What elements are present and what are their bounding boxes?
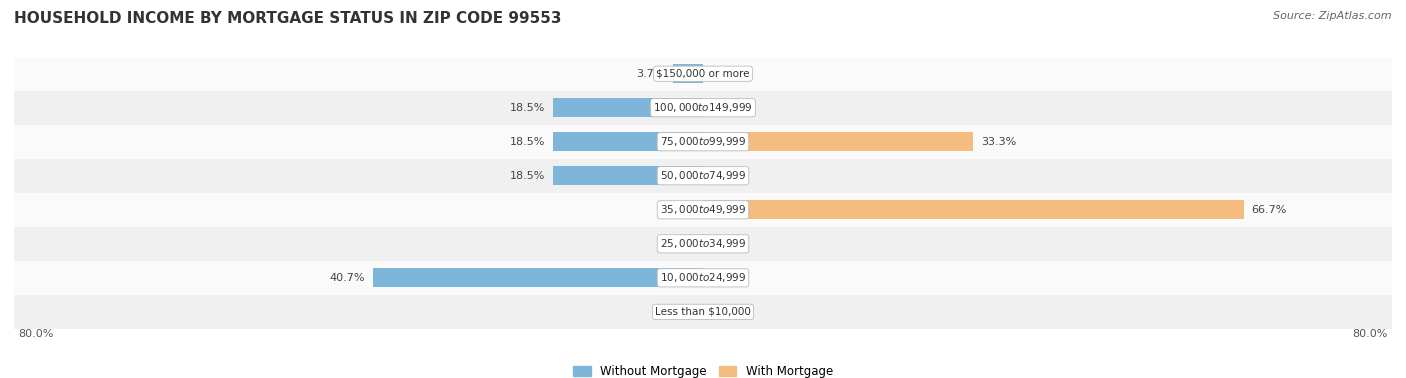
Text: 3.7%: 3.7% [637, 69, 665, 79]
Text: $75,000 to $99,999: $75,000 to $99,999 [659, 135, 747, 148]
Text: $10,000 to $24,999: $10,000 to $24,999 [659, 271, 747, 284]
Text: 0.0%: 0.0% [716, 273, 744, 283]
Bar [673, 64, 703, 83]
Text: $150,000 or more: $150,000 or more [657, 69, 749, 79]
Bar [14, 159, 1392, 193]
Text: 40.7%: 40.7% [329, 273, 366, 283]
Text: 0.0%: 0.0% [662, 205, 690, 215]
Text: 66.7%: 66.7% [1251, 205, 1286, 215]
Text: 0.0%: 0.0% [716, 69, 744, 79]
Bar [14, 295, 1392, 329]
Text: 0.0%: 0.0% [662, 307, 690, 317]
Text: Source: ZipAtlas.com: Source: ZipAtlas.com [1274, 11, 1392, 21]
Text: $25,000 to $34,999: $25,000 to $34,999 [659, 237, 747, 250]
Text: 80.0%: 80.0% [1353, 329, 1388, 339]
Text: Less than $10,000: Less than $10,000 [655, 307, 751, 317]
Bar [14, 261, 1392, 295]
Bar [14, 91, 1392, 125]
Bar [14, 125, 1392, 159]
Text: 0.0%: 0.0% [716, 171, 744, 181]
Text: 0.0%: 0.0% [662, 239, 690, 249]
Bar [373, 268, 703, 287]
Bar [703, 200, 1244, 219]
Text: 0.0%: 0.0% [716, 307, 744, 317]
Bar [553, 166, 703, 185]
Text: 0.0%: 0.0% [716, 103, 744, 113]
Text: $100,000 to $149,999: $100,000 to $149,999 [654, 101, 752, 114]
Text: 33.3%: 33.3% [981, 137, 1017, 147]
Bar [14, 227, 1392, 261]
Text: 18.5%: 18.5% [509, 103, 546, 113]
Bar [14, 57, 1392, 91]
Text: 80.0%: 80.0% [18, 329, 53, 339]
Text: $50,000 to $74,999: $50,000 to $74,999 [659, 169, 747, 182]
Legend: Without Mortgage, With Mortgage: Without Mortgage, With Mortgage [568, 360, 838, 378]
Text: $35,000 to $49,999: $35,000 to $49,999 [659, 203, 747, 216]
Text: 18.5%: 18.5% [509, 171, 546, 181]
Bar [703, 132, 973, 151]
Bar [14, 193, 1392, 227]
Text: 0.0%: 0.0% [716, 239, 744, 249]
Bar [553, 98, 703, 117]
Text: 18.5%: 18.5% [509, 137, 546, 147]
Text: HOUSEHOLD INCOME BY MORTGAGE STATUS IN ZIP CODE 99553: HOUSEHOLD INCOME BY MORTGAGE STATUS IN Z… [14, 11, 561, 26]
Bar [553, 132, 703, 151]
